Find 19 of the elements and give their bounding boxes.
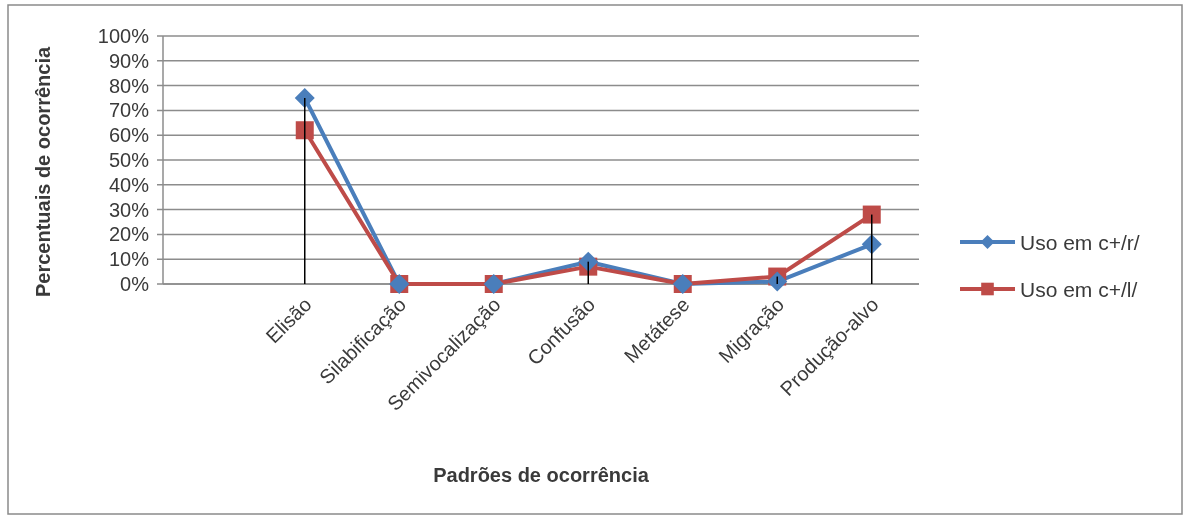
x-axis-title: Padrões de ocorrência — [433, 464, 650, 486]
y-tick-label: 50% — [108, 149, 150, 171]
y-tick-label: 30% — [108, 198, 150, 221]
y-tick-label: 40% — [108, 173, 150, 196]
y-tick-label: 0% — [120, 273, 150, 295]
y-tick-label: 100% — [97, 25, 150, 47]
y-tick-label: 70% — [108, 99, 150, 122]
y-tick-label: 10% — [108, 248, 150, 271]
point — [578, 251, 599, 272]
y-tick-label: 20% — [108, 223, 150, 246]
y-axis-title: Percentuais de ocorrência — [32, 46, 54, 298]
y-tick-label: 80% — [108, 74, 150, 97]
legend-label: Uso em c+/l/ — [1020, 277, 1138, 301]
point — [294, 88, 315, 108]
y-tick-label: 90% — [108, 49, 150, 72]
point — [767, 271, 788, 292]
legend-label: Uso em c+/r/ — [1020, 230, 1140, 254]
point — [862, 205, 881, 224]
y-tick-label: 60% — [108, 124, 150, 147]
